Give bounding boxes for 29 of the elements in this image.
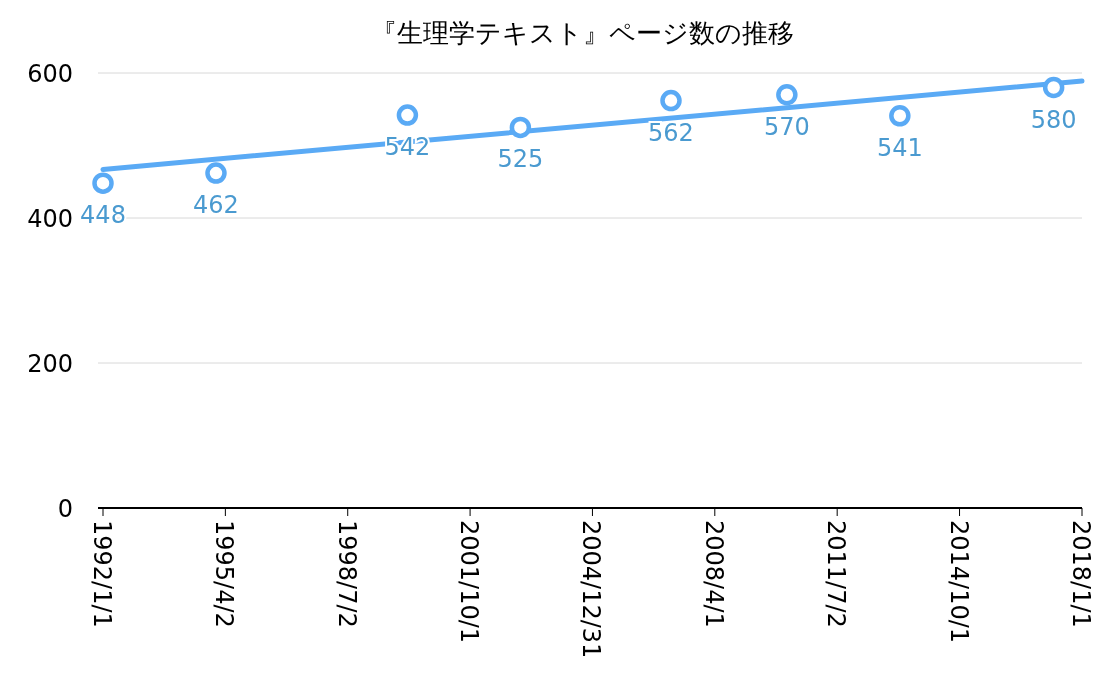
point [776,84,798,106]
data-label: 541 [876,133,923,162]
data-label: 570 [763,112,810,141]
point [1042,76,1065,99]
chart-title: 『生理学テキスト』ページ数の推移 [371,18,794,48]
y-tick-label: 200 [27,350,73,378]
point [509,116,532,139]
point [92,172,114,194]
y-tick-label: 600 [27,60,73,88]
point [889,105,911,127]
point [205,162,227,184]
x-tick-label: 2001/10/1 [455,520,484,644]
x-tick-label: 2014/10/1 [944,520,973,644]
x-tick-label: 1998/7/2 [332,520,361,628]
data-label: 580 [1030,105,1077,134]
data-label: 448 [80,201,126,230]
point [660,89,682,112]
y-tick-label: 0 [57,495,73,523]
point [396,104,419,126]
x-tick-label: 1995/4/2 [210,520,239,628]
y-tick-label: 400 [27,205,73,233]
x-tick-label: 2011/7/2 [822,520,851,628]
data-label: 462 [193,191,239,220]
data-label: 562 [648,118,694,147]
x-tick-label: 2018/1/1 [1067,520,1095,628]
x-tick-label: 1992/1/1 [88,520,116,628]
x-tick-label: 2004/12/31 [577,520,606,659]
data-label: 525 [497,145,544,174]
x-tick-label: 2008/4/1 [699,520,728,628]
